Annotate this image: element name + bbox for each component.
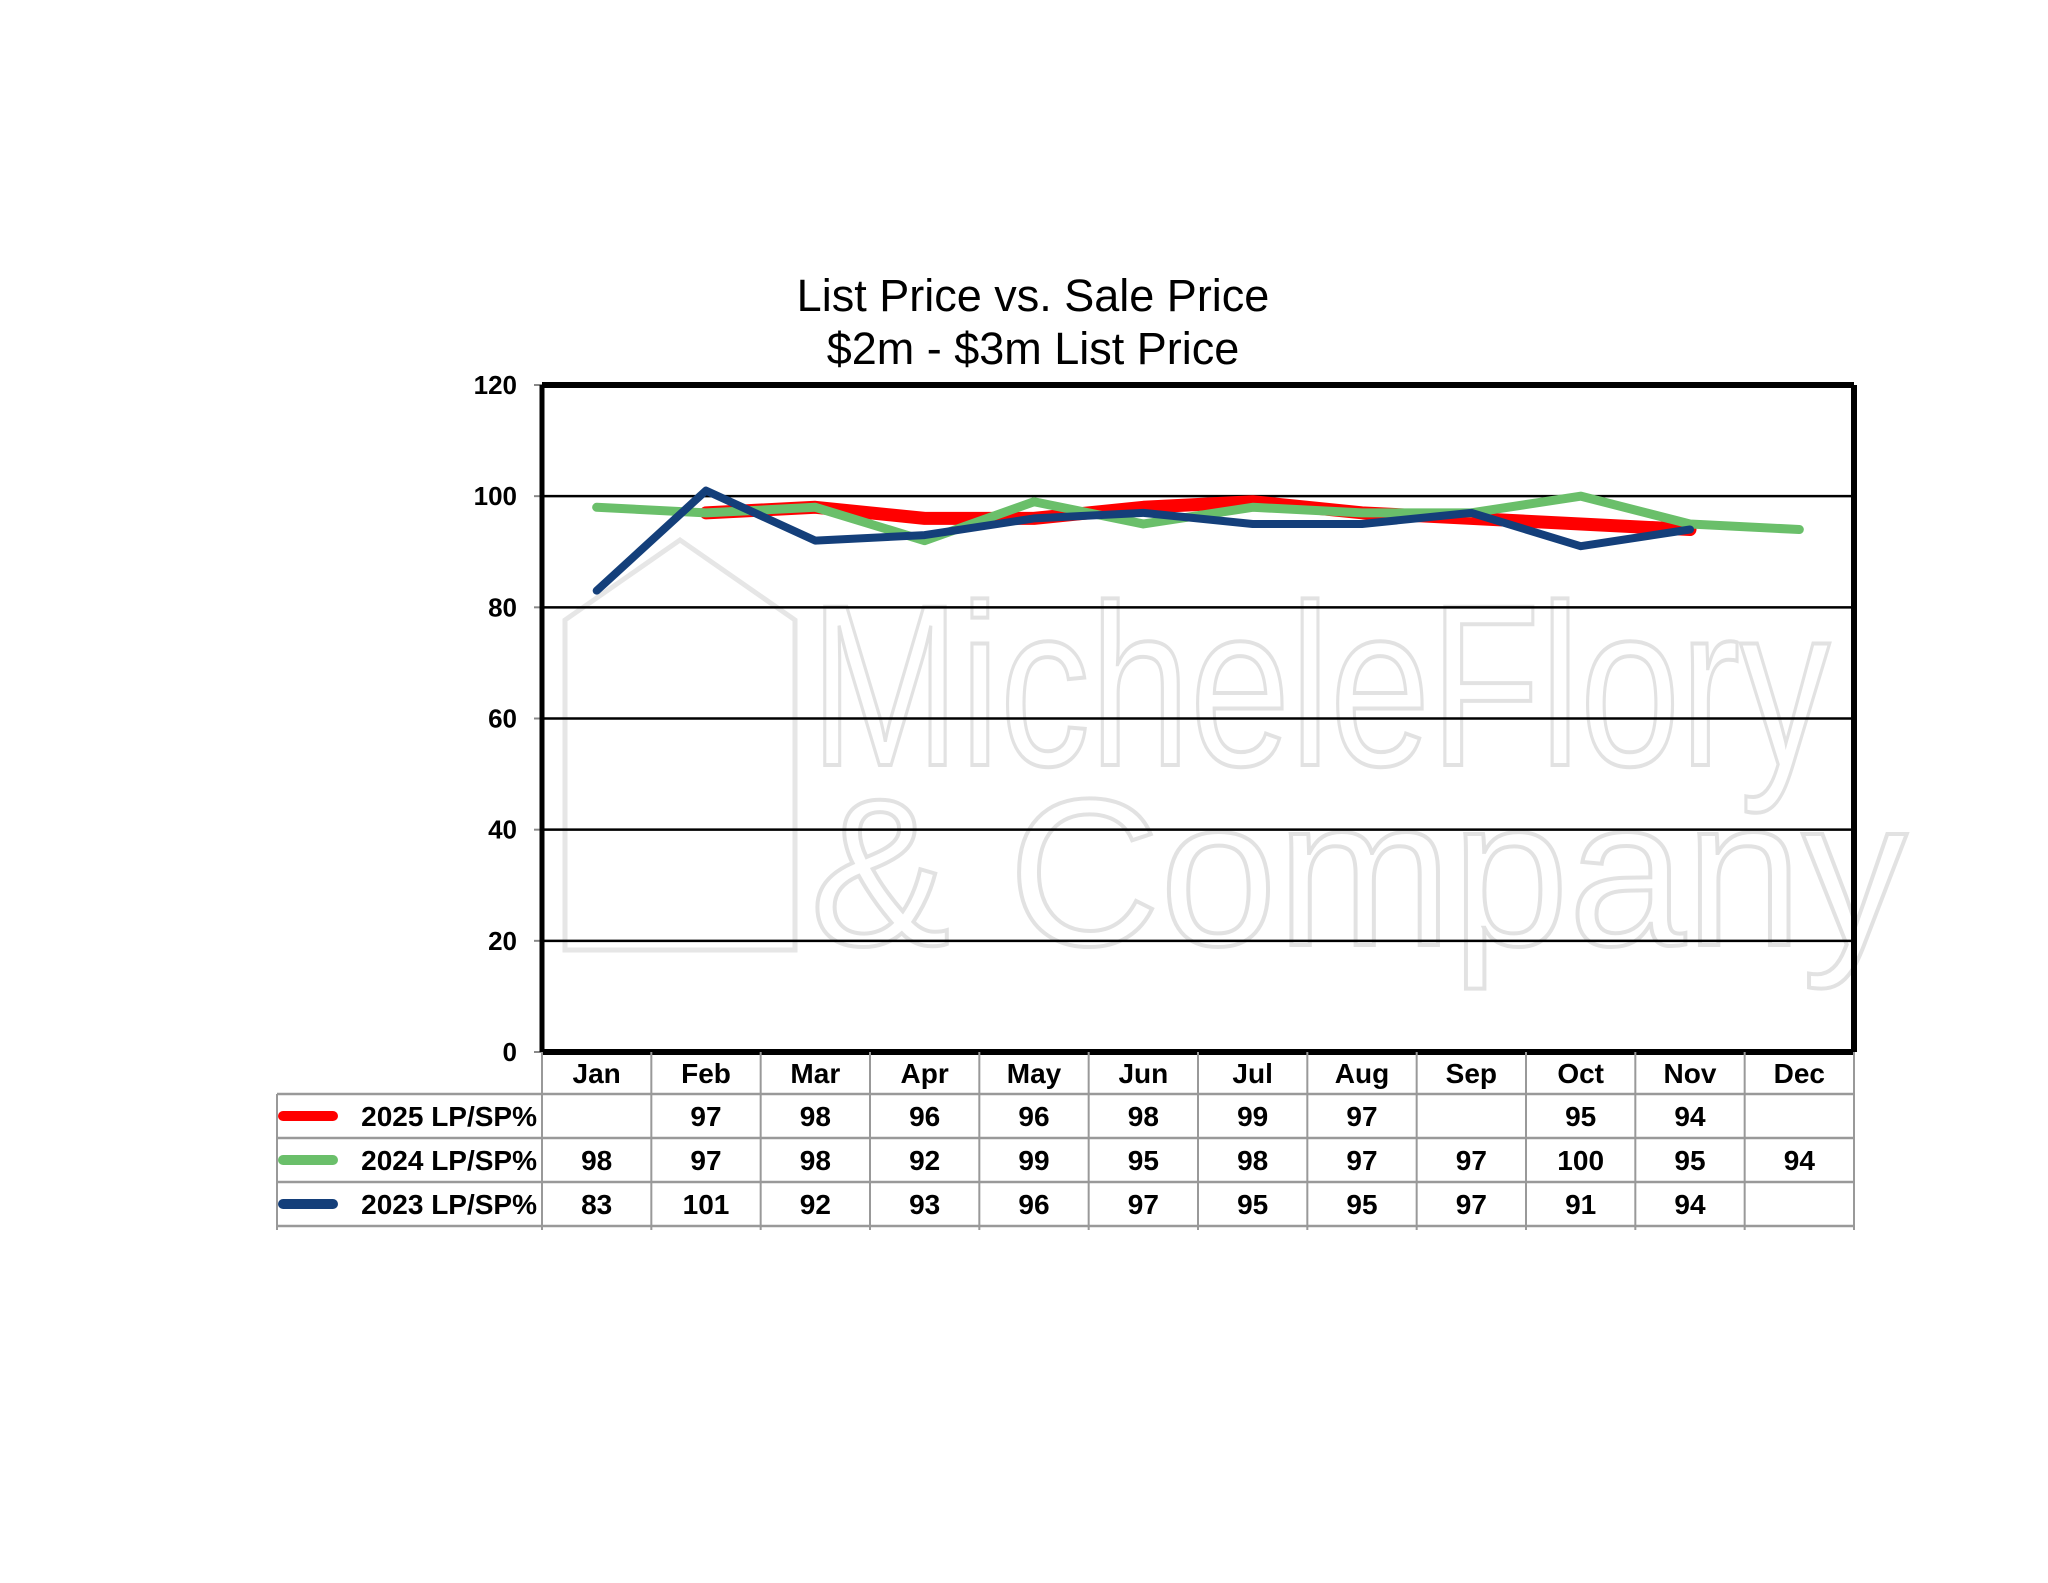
data-label: 92 xyxy=(800,1189,831,1220)
data-label: 97 xyxy=(1346,1101,1377,1132)
data-label: 96 xyxy=(1018,1189,1049,1220)
data-label: 97 xyxy=(1456,1189,1487,1220)
data-label: 83 xyxy=(581,1189,612,1220)
data-label: 97 xyxy=(690,1145,721,1176)
legend-label: 2024 LP/SP% xyxy=(361,1145,537,1176)
x-category-label: Sep xyxy=(1446,1058,1497,1089)
data-label: 97 xyxy=(690,1101,721,1132)
data-label: 92 xyxy=(909,1145,940,1176)
data-label: 93 xyxy=(909,1189,940,1220)
data-label: 97 xyxy=(1456,1145,1487,1176)
data-label: 95 xyxy=(1565,1101,1596,1132)
data-label: 99 xyxy=(1237,1101,1268,1132)
data-label: 98 xyxy=(1237,1145,1268,1176)
data-label: 94 xyxy=(1674,1189,1706,1220)
data-label: 98 xyxy=(1128,1101,1159,1132)
data-label: 100 xyxy=(1557,1145,1604,1176)
data-label: 91 xyxy=(1565,1189,1596,1220)
x-category-label: Mar xyxy=(790,1058,840,1089)
data-label: 94 xyxy=(1784,1145,1816,1176)
y-tick-label: 120 xyxy=(474,370,517,400)
data-label: 95 xyxy=(1674,1145,1705,1176)
x-category-label: Oct xyxy=(1557,1058,1604,1089)
y-tick-label: 40 xyxy=(488,815,517,845)
x-category-label: May xyxy=(1007,1058,1062,1089)
watermark-logo-text: & Company xyxy=(810,755,1907,990)
y-tick-label: 0 xyxy=(503,1037,517,1067)
data-label: 97 xyxy=(1128,1189,1159,1220)
chart-title: List Price vs. Sale Price xyxy=(796,270,1270,321)
x-category-label: Jun xyxy=(1118,1058,1168,1089)
data-label: 98 xyxy=(581,1145,612,1176)
y-tick-label: 100 xyxy=(474,481,517,511)
y-tick-label: 80 xyxy=(488,592,517,622)
data-label: 95 xyxy=(1346,1189,1377,1220)
data-label: 94 xyxy=(1674,1101,1706,1132)
data-label: 95 xyxy=(1128,1145,1159,1176)
x-category-label: Nov xyxy=(1664,1058,1717,1089)
data-label: 101 xyxy=(683,1189,730,1220)
y-tick-label: 20 xyxy=(488,926,517,956)
data-label: 98 xyxy=(800,1145,831,1176)
data-label: 99 xyxy=(1018,1145,1049,1176)
data-label: 98 xyxy=(800,1101,831,1132)
watermark-logo-text: MicheleFlory xyxy=(810,557,1830,814)
x-category-label: Aug xyxy=(1335,1058,1389,1089)
watermark-house-icon xyxy=(562,536,798,953)
data-label: 96 xyxy=(1018,1101,1049,1132)
y-tick-label: 60 xyxy=(488,704,517,734)
x-category-label: Feb xyxy=(681,1058,731,1089)
chart-subtitle: $2m - $3m List Price xyxy=(826,323,1240,374)
x-category-label: Jul xyxy=(1232,1058,1272,1089)
x-category-label: Dec xyxy=(1774,1058,1825,1089)
legend-label: 2025 LP/SP% xyxy=(361,1101,537,1132)
x-category-label: Apr xyxy=(901,1058,949,1089)
data-label: 97 xyxy=(1346,1145,1377,1176)
x-category-label: Jan xyxy=(573,1058,621,1089)
data-label: 95 xyxy=(1237,1189,1268,1220)
legend-label: 2023 LP/SP% xyxy=(361,1189,537,1220)
data-label: 96 xyxy=(909,1101,940,1132)
